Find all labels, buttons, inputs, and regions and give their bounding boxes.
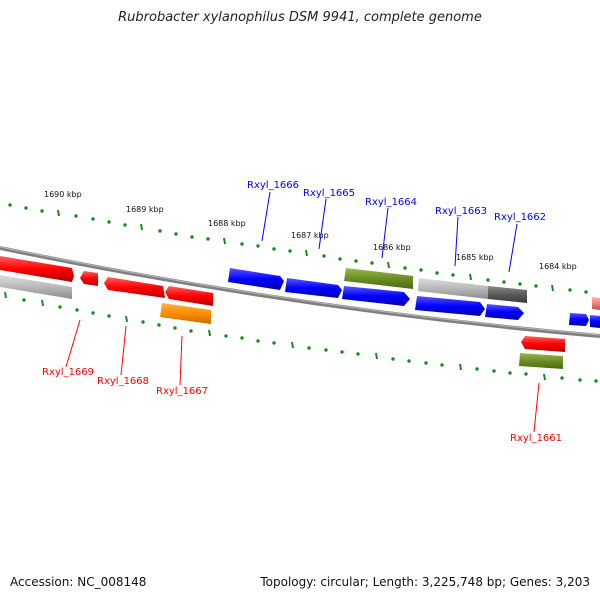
gene-arrow[interactable] xyxy=(590,315,600,328)
leader-line xyxy=(261,191,271,242)
forward-strand-genes xyxy=(0,256,600,328)
gene-arrow[interactable] xyxy=(160,303,211,324)
gene-label[interactable]: Rxyl_1669 xyxy=(42,367,94,378)
kbp-label: 1687 kbp xyxy=(291,231,329,240)
gene-arrow[interactable] xyxy=(488,286,527,303)
leader-line xyxy=(65,319,81,368)
gene-label[interactable]: Rxyl_1665 xyxy=(303,188,355,199)
gene-arrow[interactable] xyxy=(485,304,524,320)
leader-line xyxy=(179,335,183,386)
reverse-strand-genes xyxy=(0,275,565,369)
kbp-label: 1686 kbp xyxy=(373,243,411,252)
gene-label[interactable]: Rxyl_1667 xyxy=(156,386,208,397)
leader-line xyxy=(508,223,518,273)
kbp-label: 1684 kbp xyxy=(539,262,577,271)
gene-arrow[interactable] xyxy=(228,268,284,290)
genome-backbone xyxy=(0,246,600,338)
gene-arrow[interactable] xyxy=(0,256,74,282)
gene-label[interactable]: Rxyl_1661 xyxy=(510,433,562,444)
genome-stats-text: Topology: circular; Length: 3,225,748 bp… xyxy=(260,575,590,589)
kbp-label: 1688 kbp xyxy=(208,219,246,228)
outer-tick-row xyxy=(8,203,588,294)
gene-label[interactable]: Rxyl_1662 xyxy=(494,212,546,223)
gene-label[interactable]: Rxyl_1663 xyxy=(435,206,487,217)
leader-line xyxy=(454,216,459,267)
gene-arrow[interactable] xyxy=(592,297,600,310)
gene-label[interactable]: Rxyl_1664 xyxy=(365,197,417,208)
kbp-label: 1685 kbp xyxy=(456,253,494,262)
accession-text: Accession: NC_008148 xyxy=(10,575,147,589)
leader-line xyxy=(120,325,127,376)
leader-line xyxy=(381,207,389,259)
gene-arrow[interactable] xyxy=(569,313,589,326)
inner-tick-row xyxy=(4,291,598,383)
leader-line xyxy=(533,382,540,433)
gene-label[interactable]: Rxyl_1668 xyxy=(97,376,149,387)
gene-arrow[interactable] xyxy=(165,286,213,306)
gene-arrow[interactable] xyxy=(80,271,98,286)
gene-arrow[interactable] xyxy=(415,296,485,316)
kbp-label: 1690 kbp xyxy=(44,190,82,199)
gene-arrow[interactable] xyxy=(104,277,165,298)
leader-line xyxy=(318,198,327,250)
genome-backbone-highlight xyxy=(0,246,600,336)
gene-arrow[interactable] xyxy=(285,278,342,298)
gene-arrow[interactable] xyxy=(344,268,413,289)
gene-label[interactable]: Rxyl_1666 xyxy=(247,180,299,191)
map-title: Rubrobacter xylanophilus DSM 9941, compl… xyxy=(118,10,482,25)
kbp-label: 1689 kbp xyxy=(126,205,164,214)
gene-arrow[interactable] xyxy=(0,275,72,299)
gene-arrow[interactable] xyxy=(418,278,488,299)
gene-arrow[interactable] xyxy=(521,336,565,352)
gene-arrow[interactable] xyxy=(519,353,563,369)
gene-arrow[interactable] xyxy=(342,286,410,306)
